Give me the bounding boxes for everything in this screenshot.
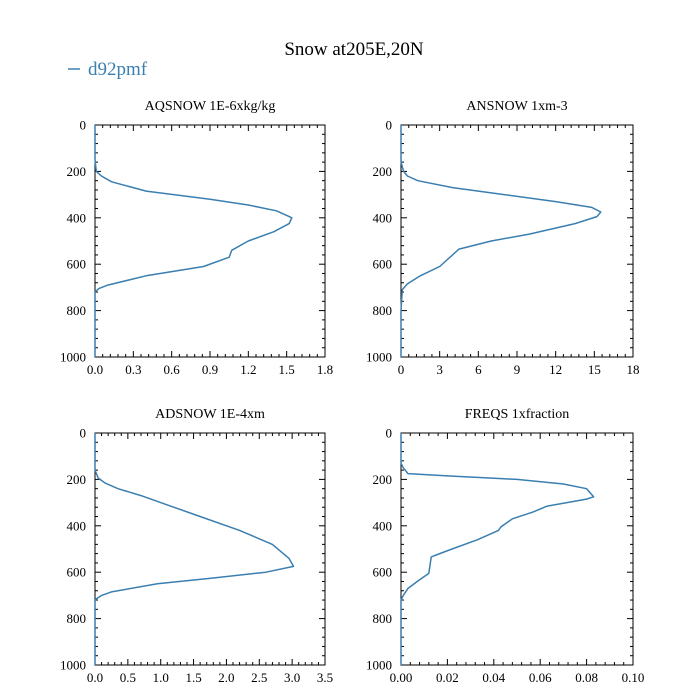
panel-title: ANSNOW 1xm-3 [466, 99, 567, 114]
x-tick-label: 9 [514, 362, 521, 377]
x-tick-label: 1.8 [317, 362, 333, 377]
plot-frame [400, 124, 634, 358]
x-tick-label: 6 [475, 362, 482, 377]
series-line-freqs [400, 433, 595, 665]
x-tick-label: 0.02 [436, 670, 459, 685]
panel-aqsnow: AQSNOW 1E-6xkg/kg 0.0 0.3 0.6 0.9 1.2 1.5 1.8 0 2… [60, 99, 333, 377]
y-tick-label: 200 [373, 164, 393, 179]
x-tick-label: 2.5 [251, 670, 267, 685]
x-tick-label: 0.5 [120, 670, 136, 685]
y-tick-label: 0 [386, 426, 393, 441]
y-tick-label: 800 [67, 303, 87, 318]
x-tick-label: 3.5 [317, 670, 333, 685]
x-tick-label: 0.06 [529, 670, 552, 685]
y-tick-label: 600 [373, 565, 393, 580]
x-tick-label: 2.0 [218, 670, 234, 685]
y-tick-label: 600 [67, 257, 87, 272]
y-tick-label: 1000 [60, 350, 86, 365]
panel-title: FREQS 1xfraction [465, 407, 570, 422]
panel-ansnow: ANSNOW 1xm-3 0 3 6 9 12 15 18 0 200 400 600 800 1000 [366, 99, 640, 377]
series-line-aqsnow [94, 125, 293, 357]
x-tick-label: 0.3 [125, 362, 141, 377]
plot-frame [94, 432, 326, 666]
legend: d92pmf [68, 59, 148, 80]
legend-label: d92pmf [88, 59, 148, 80]
y-tick-label: 400 [373, 210, 393, 225]
y-tick-label: 800 [373, 303, 393, 318]
y-tick-label: 600 [67, 565, 87, 580]
y-tick-label: 600 [373, 257, 393, 272]
y-tick-label: 0 [80, 118, 87, 133]
y-tick-label: 800 [373, 611, 393, 626]
x-tick-label: 0.00 [390, 670, 413, 685]
x-tick-label: 1.5 [185, 670, 201, 685]
panel-title: ADSNOW 1E-4xm [155, 407, 265, 422]
x-tick-label: 0.0 [87, 362, 103, 377]
y-tick-label: 200 [373, 472, 393, 487]
x-tick-label: 18 [627, 362, 640, 377]
x-tick-label: 0.9 [202, 362, 218, 377]
y-tick-label: 800 [67, 611, 87, 626]
y-tick-label: 1000 [60, 658, 86, 673]
x-tick-label: 0.0 [87, 670, 103, 685]
y-tick-label: 1000 [366, 658, 392, 673]
x-tick-label: 0.08 [575, 670, 598, 685]
x-tick-label: 1.5 [279, 362, 295, 377]
x-tick-label: 3.0 [284, 670, 300, 685]
panels: AQSNOW 1E-6xkg/kg 0.0 0.3 0.6 0.9 1.2 1.5 1.8 0 2… [60, 99, 644, 685]
y-tick-label: 0 [80, 426, 87, 441]
y-tick-label: 1000 [366, 350, 392, 365]
x-tick-label: 0.04 [482, 670, 505, 685]
y-tick-label: 400 [373, 518, 393, 533]
panel-freqs: FREQS 1xfraction 0.00 0.02 0.04 0.06 0.08 0.10… [366, 407, 644, 685]
y-tick-label: 0 [386, 118, 393, 133]
x-tick-label: 12 [549, 362, 562, 377]
panel-adsnow: ADSNOW 1E-4xm 0.0 0.5 1.0 1.5 2.0 2.5 3.0 3.5 0 20… [60, 407, 333, 685]
x-tick-label: 1.2 [240, 362, 256, 377]
panel-title: AQSNOW 1E-6xkg/kg [145, 99, 276, 114]
plot-frame [400, 432, 634, 666]
plot-frame [94, 124, 326, 358]
x-tick-label: 3 [436, 362, 443, 377]
x-tick-label: 0 [398, 362, 405, 377]
y-tick-label: 200 [67, 164, 87, 179]
figure-title: Snow at205E,20N [284, 39, 424, 60]
series-line-adsnow [94, 433, 295, 665]
y-tick-label: 200 [67, 472, 87, 487]
y-tick-label: 400 [67, 210, 87, 225]
series-line-ansnow [400, 125, 602, 357]
x-tick-label: 1.0 [153, 670, 169, 685]
x-tick-label: 0.6 [164, 362, 181, 377]
y-tick-label: 400 [67, 518, 87, 533]
x-tick-label: 15 [588, 362, 601, 377]
x-tick-label: 0.10 [622, 670, 645, 685]
